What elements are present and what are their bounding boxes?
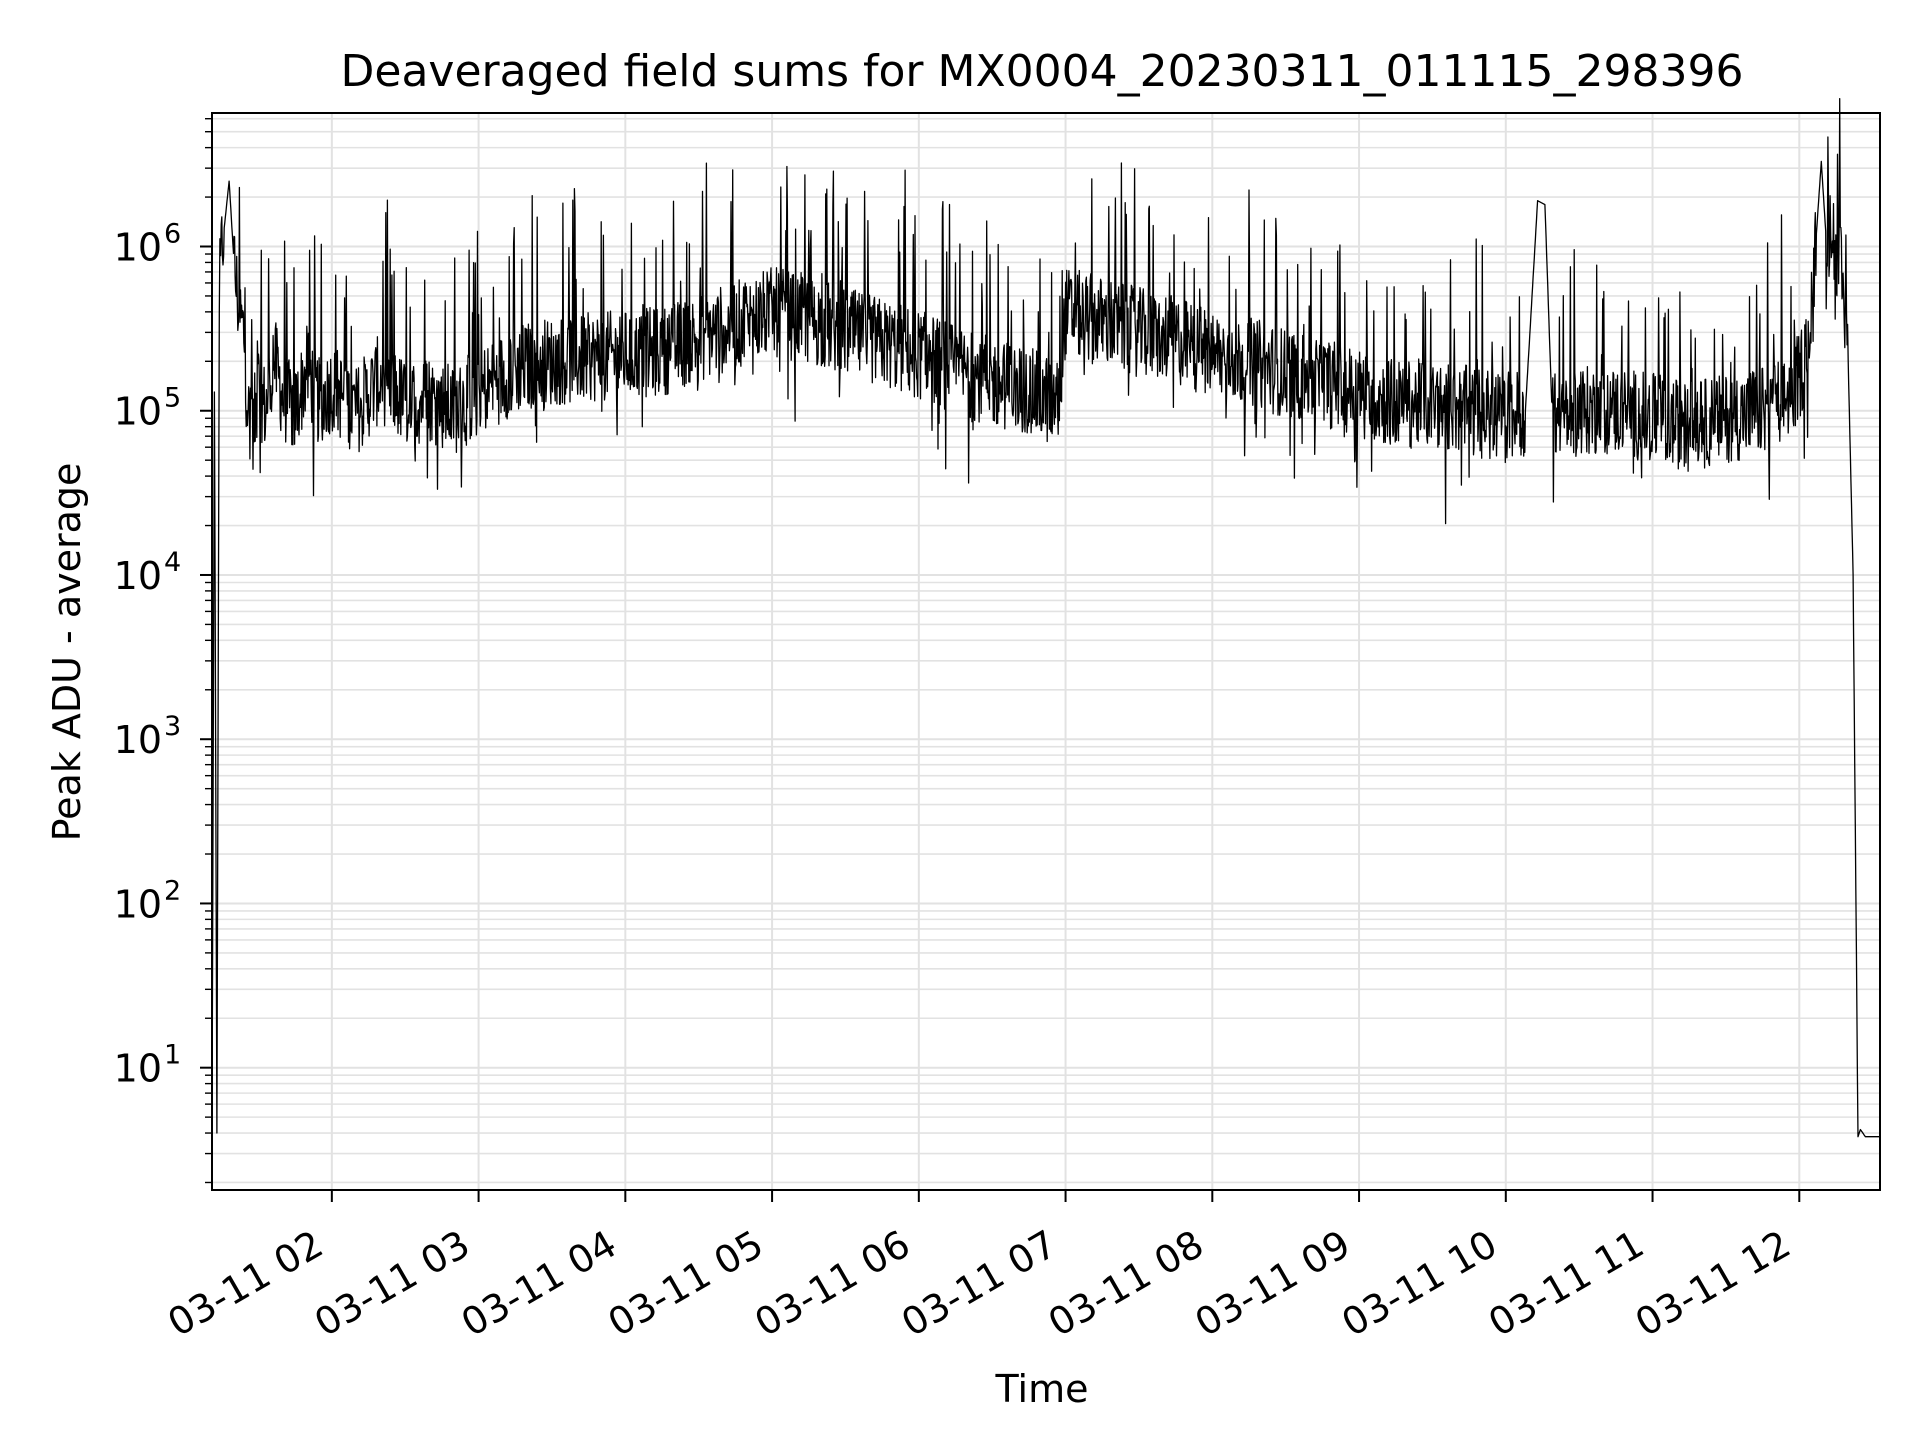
y-tick-label: 10 [114,1047,162,1091]
y-tick-label: 10 [114,718,162,762]
y-tick-base: 10 [114,554,162,598]
y-tick-base: 10 [114,390,162,434]
y-tick-exponent: 2 [164,875,181,906]
y-tick-exponent: 5 [164,383,181,414]
plot-frame [211,112,1881,1191]
y-tick-exponent: 4 [164,547,181,578]
y-tick-label: 10 [114,554,162,598]
y-tick-label: 10 [114,882,162,926]
series-line [211,97,1881,1138]
y-tick-exponent: 3 [164,711,181,742]
y-tick-base: 10 [114,1047,162,1091]
y-axis-label: Peak ADU - average [45,463,89,842]
y-tick-base: 10 [114,718,162,762]
y-tick-label: 10 [114,390,162,434]
y-tick-exponent: 1 [164,1040,181,1071]
y-tick-exponent: 6 [164,219,181,250]
y-tick-base: 10 [114,226,162,270]
chart-title: Deaveraged field sums for MX0004_2023031… [341,46,1744,97]
data-series [211,97,1881,1138]
x-axis-label: Time [995,1367,1089,1411]
y-tick-label: 10 [114,226,162,270]
y-tick-base: 10 [114,882,162,926]
